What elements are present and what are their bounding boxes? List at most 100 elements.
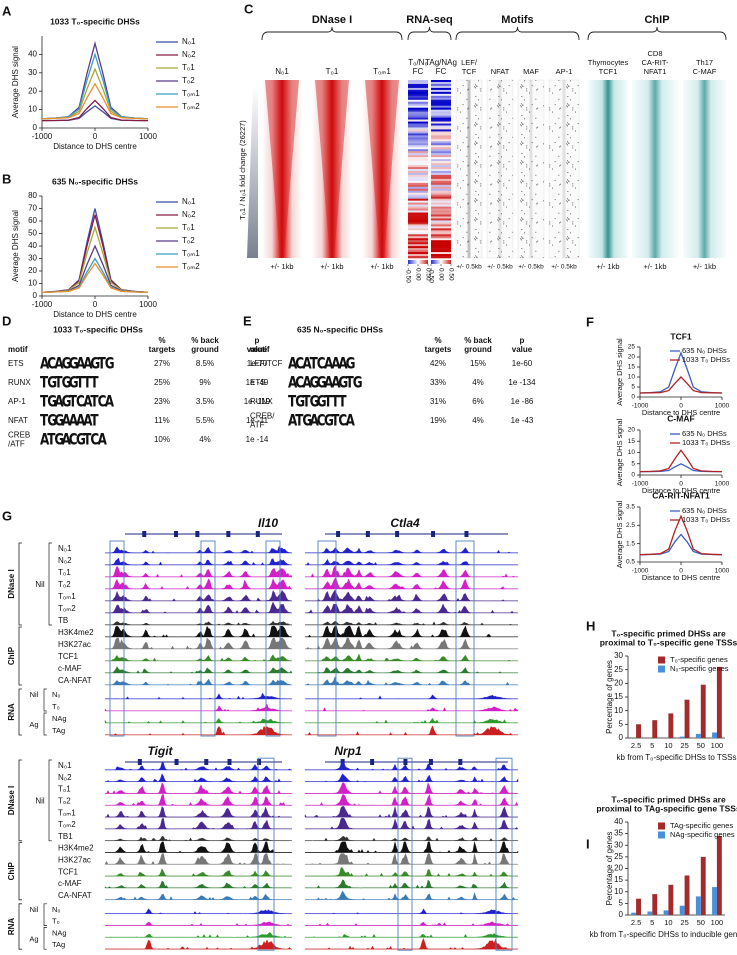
logo-letter: G — [54, 431, 64, 449]
rna-stripe — [408, 141, 428, 144]
chart-title: C-MAF — [667, 413, 694, 423]
rna-stripe — [431, 170, 451, 174]
y-tick-label: 0 — [33, 291, 38, 300]
chart-title: T₀-specific primed DHSs are — [611, 628, 726, 638]
rna-stripe — [408, 111, 428, 114]
logo-letter: C — [98, 393, 107, 411]
logo-letter: T — [69, 393, 78, 411]
rna-stripe — [431, 188, 451, 192]
rna-stripe — [431, 178, 451, 182]
group-bracket — [407, 26, 452, 41]
p-value: 1e-70 — [247, 359, 268, 368]
rna-stripe — [408, 145, 428, 148]
track-signal — [104, 880, 293, 889]
track-label: T₀ — [52, 702, 60, 711]
table-title: 1033 T₀-specific DHSs — [53, 324, 143, 334]
exon — [336, 531, 341, 537]
data-line — [41, 208, 149, 293]
y-tick-label: 10 — [28, 279, 37, 288]
track-label: TB — [58, 616, 68, 625]
legend-label: N₀1 — [182, 37, 196, 46]
rna-stripe — [431, 236, 451, 239]
logo-letter: A — [105, 393, 114, 411]
legend-label: 1033 T₀ DHSs — [682, 515, 730, 524]
rna-stripe — [431, 250, 451, 253]
gene-name: Il10 — [258, 516, 278, 530]
track-signal — [304, 879, 519, 889]
logo-letter: A — [76, 355, 85, 373]
motif-name: CREB — [8, 431, 30, 440]
data-line — [41, 52, 149, 120]
p-value: 1e -49 — [246, 378, 269, 387]
logo-letter: G — [346, 355, 356, 373]
bar — [636, 724, 641, 738]
rna-stripe — [408, 186, 428, 190]
track-signal — [304, 933, 519, 938]
track-signal — [304, 908, 519, 914]
y-axis-label: Percentage of genes — [605, 660, 614, 734]
x-tick-label: 1000 — [715, 403, 730, 410]
logo-letter: T — [83, 431, 92, 449]
motif-name: RUNX — [250, 397, 273, 406]
x-tick-label: 0 — [679, 481, 683, 488]
bar — [668, 713, 674, 738]
rna-stripe — [431, 218, 451, 221]
motif-dots — [549, 80, 579, 258]
motif-dots — [487, 80, 513, 258]
range-label: +/- 1kb — [270, 262, 293, 271]
logo-letter: T — [288, 393, 297, 411]
rna-stripe — [408, 176, 428, 180]
rna-stripe — [431, 119, 451, 122]
y-tick-label: 0 — [631, 394, 635, 401]
legend-label: N₀2 — [182, 50, 196, 59]
logo-letter: A — [69, 412, 78, 430]
rna-stripe — [431, 133, 451, 136]
bar — [712, 732, 717, 738]
exon — [403, 759, 408, 765]
logo-letter: T — [295, 412, 304, 430]
rna-stripe — [408, 218, 428, 221]
rna-stripe — [408, 109, 428, 112]
x-tick-label: -1000 — [32, 300, 53, 309]
group-title: ChIP — [644, 14, 669, 26]
motif-dots — [518, 80, 544, 258]
track-signal — [304, 620, 519, 626]
p-value: 1e -11 — [246, 416, 269, 425]
group-title: Motifs — [501, 14, 533, 26]
track-signal — [104, 841, 293, 853]
panel-label: A — [2, 3, 12, 18]
rna-stripe — [431, 117, 451, 120]
rna-stripe — [408, 254, 428, 257]
y-axis-label: Average DHS signal — [11, 46, 20, 118]
logo-letter: A — [98, 431, 107, 449]
p-value: 1e -119 — [244, 397, 271, 406]
rna-stripe — [408, 137, 428, 140]
legend-label: T₀1 — [182, 63, 195, 72]
p-value: 1e -14 — [246, 435, 269, 444]
data-line — [41, 225, 149, 293]
track-signal — [104, 762, 293, 771]
column-header: ground — [191, 345, 219, 354]
x-tick-label: 1000 — [139, 300, 157, 309]
logo-letter: C — [295, 355, 304, 373]
track-label: N₀1 — [58, 544, 72, 553]
motif-center — [529, 80, 533, 258]
rna-stripe — [431, 161, 451, 164]
rna-stripe — [431, 180, 451, 184]
bar — [679, 736, 685, 738]
rna-stripe — [431, 139, 451, 142]
range-label: +/- 0.5kb — [487, 264, 513, 271]
column-label: T₀/N₀ — [408, 58, 428, 67]
x-tick-label: 1000 — [715, 481, 730, 488]
track-label: T₀ₘ1 — [58, 808, 76, 817]
rna-stripe — [408, 196, 428, 199]
highlight-box — [109, 540, 125, 737]
logo-letter: T — [302, 393, 311, 411]
condition-label: Ag — [29, 720, 38, 729]
rna-stripe — [408, 119, 428, 122]
rna-stripe — [431, 141, 451, 144]
data-line — [41, 262, 149, 293]
rna-stripe — [408, 190, 428, 194]
condition-bracket — [43, 903, 47, 950]
condition-label: Nil — [30, 690, 39, 699]
